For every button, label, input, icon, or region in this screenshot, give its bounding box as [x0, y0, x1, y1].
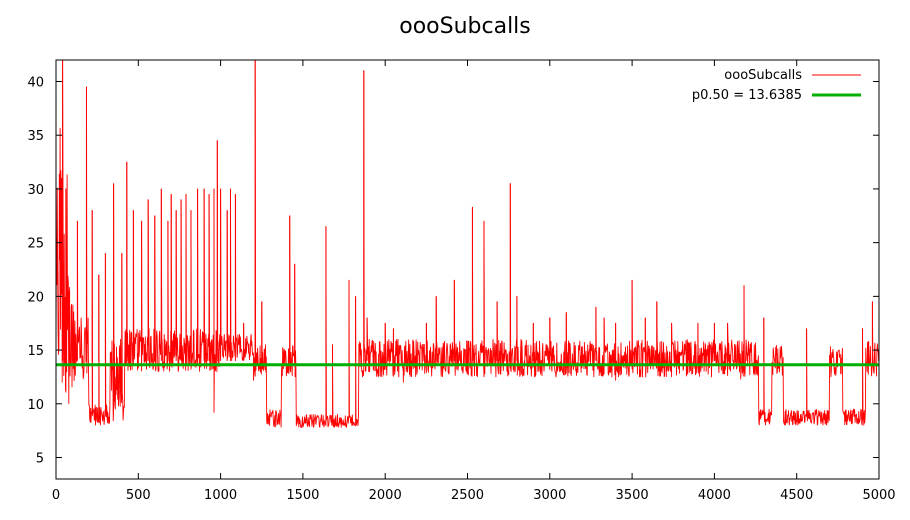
series-line-oooSubcalls [55, 59, 880, 428]
legend: oooSubcalls p0.50 = 13.6385 [692, 68, 861, 103]
y-axis: 5 10 15 20 25 30 35 40 [27, 75, 879, 467]
x-tick-label: 2000 [369, 488, 402, 503]
y-tick-label: 5 [36, 452, 44, 467]
x-tick-label: 500 [126, 488, 151, 503]
y-tick-label: 25 [27, 237, 44, 252]
y-tick-label: 35 [27, 129, 44, 144]
x-axis: 0 500 1000 1500 2000 2500 3000 3500 4000 4500 5000 [52, 60, 896, 503]
x-tick-label: 2500 [451, 488, 484, 503]
x-tick-label: 3000 [533, 488, 566, 503]
y-tick-label: 20 [27, 290, 44, 305]
y-tick-label: 10 [27, 398, 44, 413]
chart-title: oooSubcalls [399, 14, 531, 39]
y-tick-label: 40 [27, 75, 44, 90]
x-tick-label: 1000 [204, 488, 237, 503]
y-tick-label: 30 [27, 183, 44, 198]
plot-area [55, 59, 880, 480]
x-tick-label: 3500 [616, 488, 649, 503]
plot-background [56, 60, 879, 479]
series-layer [55, 59, 880, 428]
x-tick-label: 4500 [780, 488, 813, 503]
x-tick-label: 0 [52, 488, 60, 503]
x-tick-label: 4000 [698, 488, 731, 503]
x-tick-label: 5000 [862, 488, 895, 503]
legend-label-series: oooSubcalls [724, 68, 802, 83]
legend-label-median: p0.50 = 13.6385 [692, 88, 802, 103]
x-tick-label: 1500 [286, 488, 319, 503]
y-tick-label: 15 [27, 344, 44, 359]
